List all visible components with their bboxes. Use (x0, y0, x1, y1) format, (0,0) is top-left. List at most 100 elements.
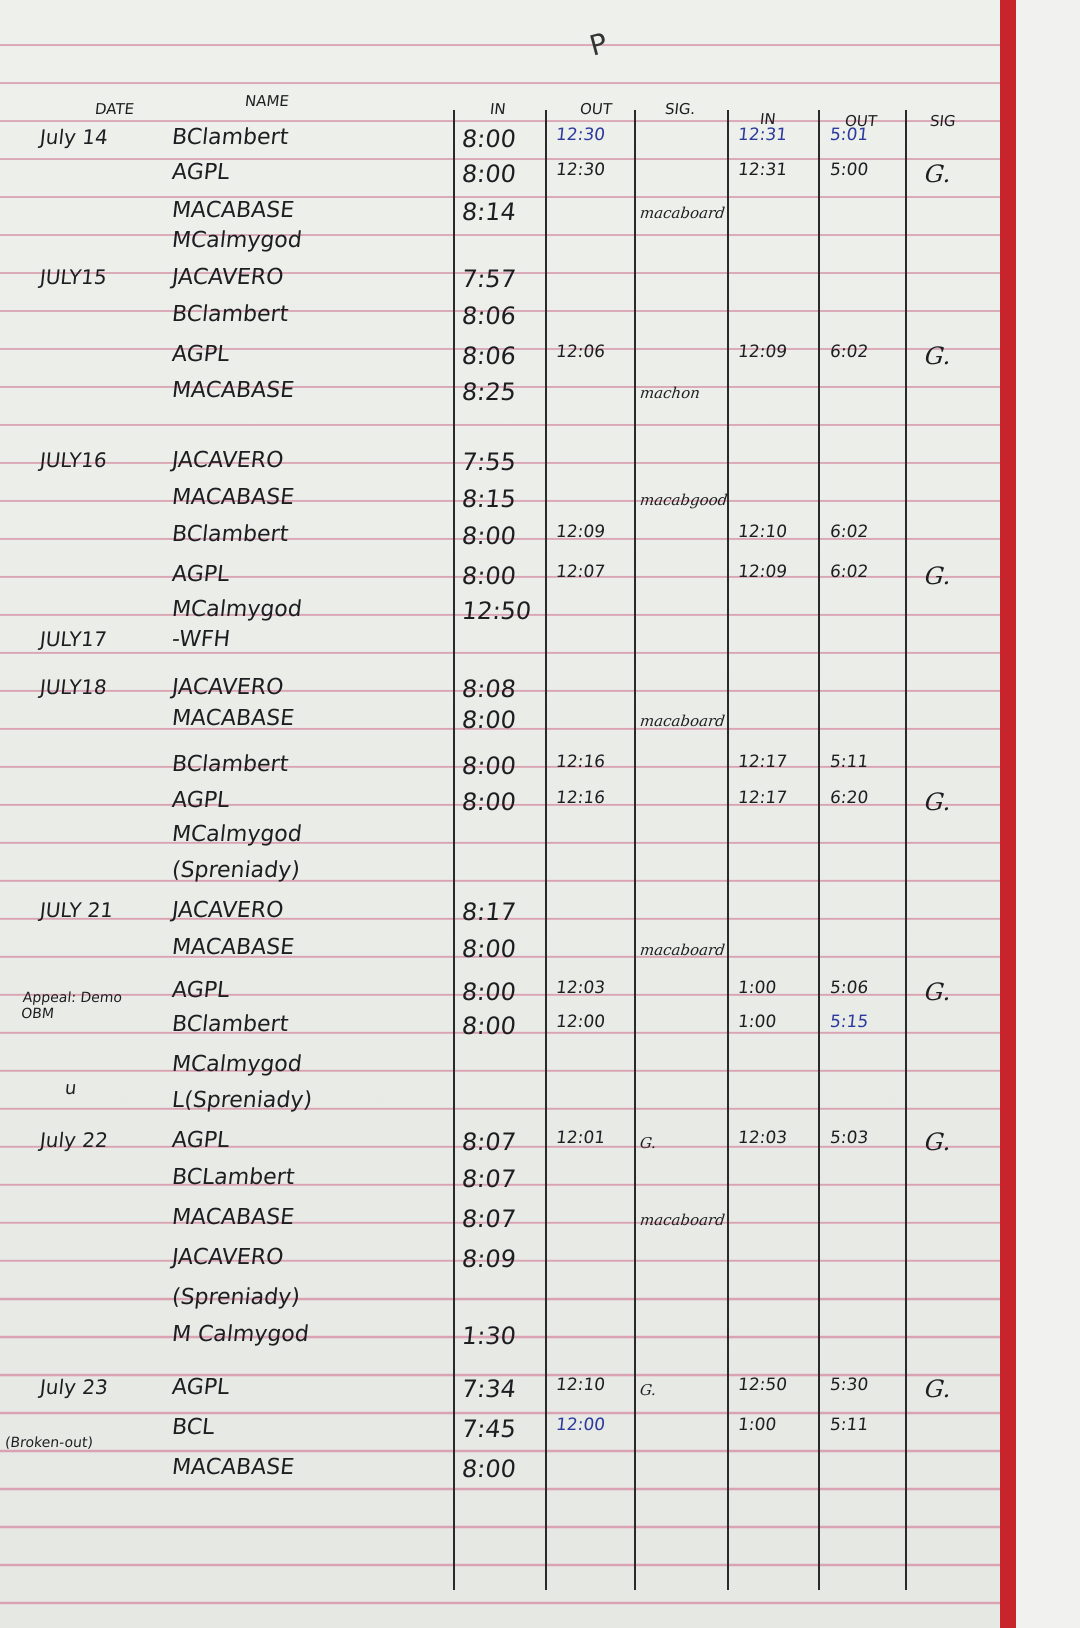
side-note-appeal: Appeal: Demo OBM (20, 990, 123, 1022)
cell-date: July 14 (38, 125, 110, 149)
cell-out2: 5:11 (828, 1415, 870, 1435)
cell-date: JULY17 (38, 627, 108, 651)
cell-out: 12:03 (554, 978, 607, 998)
cell-out2: 6:02 (828, 522, 870, 542)
cell-name: JACAVERO (170, 898, 285, 923)
cell-in: 1:30 (460, 1322, 518, 1350)
cell-out: 12:01 (554, 1128, 607, 1148)
cell-out2: 5:11 (828, 752, 870, 772)
cell-sig2: G. (923, 342, 953, 370)
cell-name: M Calmygod (170, 1322, 311, 1347)
top-mark: P (586, 26, 611, 63)
cell-in: 8:09 (460, 1245, 518, 1273)
cell-name: MACABASE (170, 1455, 296, 1480)
cell-name: BCL (170, 1415, 216, 1440)
cell-in: 7:45 (460, 1415, 518, 1443)
cell-out: 12:10 (554, 1375, 607, 1395)
column-divider (453, 110, 455, 1590)
cell-name: BClambert (170, 522, 290, 547)
cell-sig: macaboard (639, 712, 726, 730)
cell-out: 12:07 (554, 562, 607, 582)
cell-out: 12:06 (554, 342, 607, 362)
cell-in2: 12:17 (736, 788, 789, 808)
header-sig-2: SIG (929, 112, 957, 130)
cell-name: MACABASE (170, 935, 296, 960)
cell-name: MACABASE (170, 378, 296, 403)
cell-in2: 1:00 (736, 1415, 778, 1435)
cell-name: JACAVERO (170, 675, 285, 700)
cell-in2: 12:09 (736, 342, 789, 362)
side-note-broken: (Broken-out) (4, 1435, 94, 1451)
cell-name: MCalmygod (170, 822, 304, 847)
cell-in2: 1:00 (736, 1012, 778, 1032)
cell-in: 8:00 (460, 1455, 518, 1483)
cell-sig2: G. (923, 1128, 953, 1156)
cell-in2: 12:03 (736, 1128, 789, 1148)
cell-in: 8:00 (460, 160, 518, 188)
cell-in: 8:00 (460, 935, 518, 963)
header-out: OUT (579, 100, 613, 118)
cell-in2: 12:31 (736, 125, 789, 145)
cell-name: -WFH (170, 627, 232, 652)
cell-out: 12:00 (554, 1415, 607, 1435)
header-in: IN (489, 100, 507, 118)
cell-in2: 12:31 (736, 160, 789, 180)
cell-in: 8:07 (460, 1165, 518, 1193)
cell-in: 8:07 (460, 1205, 518, 1233)
side-note-ditto: u (63, 1078, 78, 1099)
cell-in: 8:00 (460, 125, 518, 153)
column-divider (545, 110, 547, 1590)
next-page-edge (1016, 0, 1080, 1628)
column-divider (634, 110, 636, 1590)
cell-sig: macabgood (639, 491, 729, 509)
cell-in: 8:00 (460, 562, 518, 590)
cell-name: MACABASE (170, 706, 296, 731)
cell-sig2: G. (923, 1375, 953, 1403)
cell-name: MCalmygod (170, 1052, 304, 1077)
cell-sig2: G. (923, 160, 953, 188)
cell-out: 12:16 (554, 788, 607, 808)
cell-in: 8:25 (460, 378, 518, 406)
cell-date: July 23 (38, 1375, 110, 1399)
cell-out: 12:00 (554, 1012, 607, 1032)
cell-sig: machon (639, 384, 701, 402)
cell-sig2: G. (923, 562, 953, 590)
cell-in: 8:00 (460, 706, 518, 734)
column-divider (818, 110, 820, 1590)
cell-in2: 12:10 (736, 522, 789, 542)
cell-name: AGPL (170, 1375, 231, 1400)
red-margin-strip (1000, 0, 1016, 1628)
cell-out2: 5:00 (828, 160, 870, 180)
cell-name: JACAVERO (170, 448, 285, 473)
cell-name: BClambert (170, 125, 290, 150)
cell-date: JULY 21 (38, 898, 115, 922)
cell-in: 7:55 (460, 448, 518, 476)
header-date: DATE (94, 100, 135, 118)
cell-out: 12:30 (554, 160, 607, 180)
cell-in: 8:15 (460, 485, 518, 513)
cell-name: MACABASE (170, 485, 296, 510)
cell-in: 8:00 (460, 978, 518, 1006)
cell-in: 8:00 (460, 1012, 518, 1040)
cell-name: MACABASE (170, 1205, 296, 1230)
cell-in: 8:00 (460, 522, 518, 550)
cell-in: 7:34 (460, 1375, 518, 1403)
cell-name: JACAVERO (170, 1245, 285, 1270)
header-sig: SIG. (664, 100, 697, 118)
cell-name: BClambert (170, 1012, 290, 1037)
cell-sig: G. (639, 1134, 658, 1152)
cell-name: AGPL (170, 342, 231, 367)
cell-name: BClambert (170, 752, 290, 777)
cell-date: JULY15 (38, 265, 108, 289)
cell-out2: 5:30 (828, 1375, 870, 1395)
cell-name: L(Spreniady) (170, 1088, 314, 1113)
cell-name: BCLambert (170, 1165, 296, 1190)
cell-in: 8:06 (460, 342, 518, 370)
cell-sig: macaboard (639, 1211, 726, 1229)
cell-in: 8:06 (460, 302, 518, 330)
cell-out2: 5:01 (828, 125, 870, 145)
cell-in2: 12:09 (736, 562, 789, 582)
cell-name: (Spreniady) (170, 1285, 302, 1310)
cell-sig2: G. (923, 788, 953, 816)
cell-date: JULY18 (38, 675, 108, 699)
